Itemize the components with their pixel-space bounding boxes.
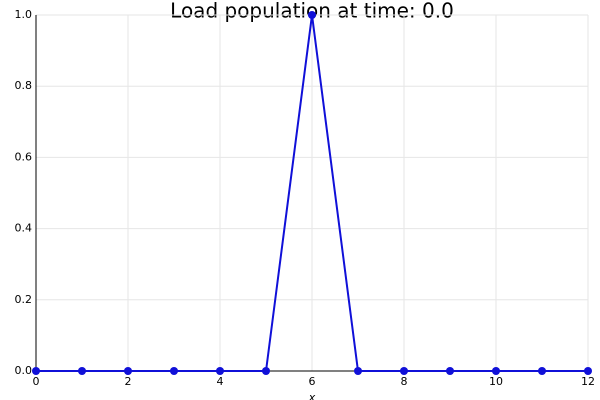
data-point bbox=[124, 367, 132, 375]
data-point bbox=[492, 367, 500, 375]
data-point bbox=[170, 367, 178, 375]
y-tick-label: 0.2 bbox=[15, 293, 33, 306]
y-tick-label: 0.8 bbox=[15, 79, 33, 92]
data-point bbox=[78, 367, 86, 375]
x-tick-label: 4 bbox=[217, 375, 224, 388]
x-tick-label: 2 bbox=[125, 375, 132, 388]
y-tick-label: 1.0 bbox=[15, 8, 33, 21]
x-tick-label: 6 bbox=[309, 375, 316, 388]
data-point bbox=[446, 367, 454, 375]
data-point bbox=[538, 367, 546, 375]
x-tick-label: 10 bbox=[489, 375, 503, 388]
x-axis-label: x bbox=[308, 391, 316, 400]
y-tick-label: 0.6 bbox=[15, 150, 33, 163]
data-point bbox=[354, 367, 362, 375]
data-point bbox=[400, 367, 408, 375]
x-tick-label: 8 bbox=[401, 375, 408, 388]
x-tick-label: 0 bbox=[33, 375, 40, 388]
data-point bbox=[308, 11, 316, 19]
data-point bbox=[262, 367, 270, 375]
data-point bbox=[584, 367, 592, 375]
y-tick-label: 0.0 bbox=[15, 364, 33, 377]
y-tick-label: 0.4 bbox=[15, 222, 33, 235]
data-point bbox=[32, 367, 40, 375]
data-point bbox=[216, 367, 224, 375]
x-tick-label: 12 bbox=[581, 375, 595, 388]
